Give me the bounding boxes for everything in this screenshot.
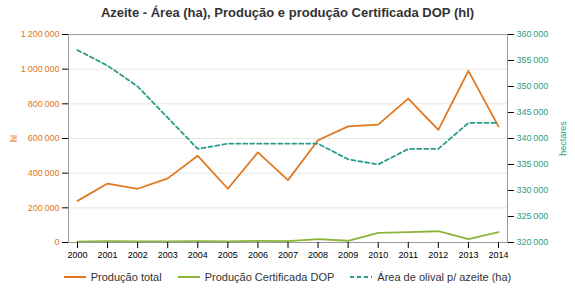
svg-text:2007: 2007 (278, 250, 298, 260)
html-text:Produção total: Produção total (90, 271, 162, 283)
svg-text:2011: 2011 (399, 250, 418, 260)
svg-text:2012: 2012 (428, 250, 448, 260)
html-text:Azeite - Área (ha), Produção e: Azeite - Área (ha), Produção e produção … (100, 5, 475, 20)
svg-text:330 000: 330 000 (517, 185, 549, 195)
svg-text:2005: 2005 (218, 250, 238, 260)
svg-text:2006: 2006 (248, 250, 268, 260)
svg-text:2000: 2000 (68, 250, 88, 260)
svg-text:335 000: 335 000 (517, 159, 549, 169)
svg-text:2010: 2010 (368, 250, 388, 260)
svg-text:325 000: 325 000 (517, 211, 549, 221)
svg-text:345 000: 345 000 (517, 107, 549, 117)
svg-text:200 000: 200 000 (28, 203, 60, 213)
svg-text:400 000: 400 000 (28, 168, 60, 178)
svg-text:320 000: 320 000 (517, 237, 549, 247)
html-text:Produção Certificada DOP: Produção Certificada DOP (204, 271, 335, 283)
svg-text:2009: 2009 (338, 250, 358, 260)
svg-text:360 000: 360 000 (517, 29, 549, 39)
svg-text:2002: 2002 (128, 250, 148, 260)
svg-text:2004: 2004 (188, 250, 208, 260)
html-text:Área de olival p/ azeite (ha): Área de olival p/ azeite (ha) (377, 271, 512, 283)
svg-text:2008: 2008 (308, 250, 328, 260)
svg-text:0: 0 (54, 237, 59, 247)
svg-text:hl: hl (9, 135, 19, 142)
svg-text:hectares: hectares (558, 121, 568, 156)
svg-text:2014: 2014 (488, 250, 508, 260)
svg-text:350 000: 350 000 (517, 81, 549, 91)
svg-text:1 200 000: 1 200 000 (21, 29, 60, 39)
svg-text:2003: 2003 (158, 250, 178, 260)
svg-text:355 000: 355 000 (517, 55, 549, 65)
svg-text:2013: 2013 (458, 250, 478, 260)
svg-text:2001: 2001 (98, 250, 118, 260)
svg-text:800 000: 800 000 (28, 99, 60, 109)
svg-text:340 000: 340 000 (517, 133, 549, 143)
svg-text:1 000 000: 1 000 000 (21, 64, 60, 74)
svg-text:600 000: 600 000 (28, 133, 60, 143)
